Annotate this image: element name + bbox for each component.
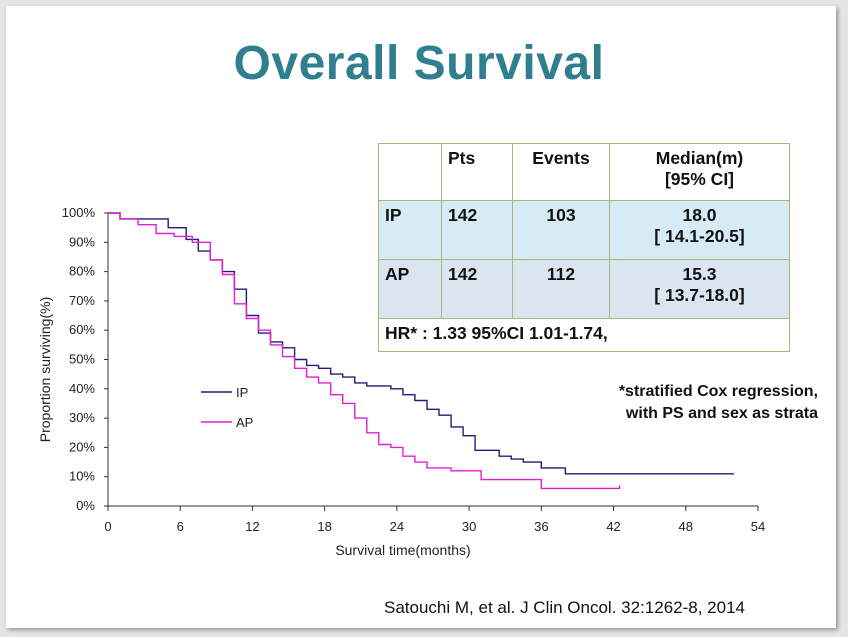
y-tick-label: 10% <box>69 469 95 484</box>
y-tick-label: 60% <box>69 322 95 337</box>
summary-table: Pts Events Median(m) [95% CI] IP 142 103… <box>378 143 790 352</box>
x-tick-label: 0 <box>104 519 111 534</box>
header-events: Events <box>512 143 610 201</box>
legend-label-ap: AP <box>236 415 253 430</box>
x-tick-label: 48 <box>679 519 693 534</box>
x-tick-label: 6 <box>177 519 184 534</box>
row-ip-pts: 142 <box>441 200 513 260</box>
y-tick-label: 20% <box>69 439 95 454</box>
x-tick-label: 42 <box>606 519 620 534</box>
x-axis-label: Survival time(months) <box>335 542 470 558</box>
y-tick-label: 50% <box>69 352 95 367</box>
chart-series <box>108 212 734 490</box>
y-tick-label: 0% <box>76 498 95 513</box>
citation: Satouchi M, et al. J Clin Oncol. 32:1262… <box>384 598 745 617</box>
row-ap-ci: [ 13.7-18.0] <box>654 285 745 305</box>
header-blank <box>378 143 442 201</box>
table-hr-row: HR* : 1.33 95%CI 1.01-1.74, <box>378 318 790 352</box>
series-line-ip <box>108 212 734 475</box>
note-line-1: *stratified Cox regression, <box>618 383 818 400</box>
row-ip-events: 103 <box>512 200 610 260</box>
y-tick-label: 80% <box>69 264 95 279</box>
table-row-ip: IP 142 103 18.0 [ 14.1-20.5] <box>378 200 790 260</box>
x-tick-label: 24 <box>390 519 404 534</box>
header-median: Median(m) [95% CI] <box>609 143 790 201</box>
chart-legend: IP AP <box>201 385 253 430</box>
hazard-ratio-text: HR* : 1.33 95%CI 1.01-1.74, <box>378 318 790 352</box>
table-header-row: Pts Events Median(m) [95% CI] <box>378 143 790 201</box>
x-tick-label: 36 <box>534 519 548 534</box>
row-ip-ci: [ 14.1-20.5] <box>654 226 745 246</box>
row-ap-median: 15.3 <box>682 264 717 284</box>
y-tick-label: 40% <box>69 381 95 396</box>
x-tick-label: 54 <box>751 519 765 534</box>
row-ap-pts: 142 <box>441 259 513 319</box>
table-row-ap: AP 142 112 15.3 [ 13.7-18.0] <box>378 259 790 319</box>
y-tick-label: 70% <box>69 293 95 308</box>
note-line-2: with PS and sex as strata <box>625 405 818 422</box>
chart-axes: 0% 10% 20% 30% 40% 50% 60% 70% 80% 90% 100% 0 6 12 18 2… <box>62 205 765 534</box>
header-pts: Pts <box>441 143 513 201</box>
slide-title: Overall Survival <box>233 37 605 90</box>
row-ip-median-cell: 18.0 [ 14.1-20.5] <box>609 200 790 260</box>
stratification-note: *stratified Cox regression, with PS and … <box>560 381 818 425</box>
header-median-label: Median(m) <box>655 148 744 168</box>
x-tick-label: 30 <box>462 519 476 534</box>
row-ip-arm: IP <box>378 200 442 260</box>
series-line-ap <box>108 212 621 490</box>
row-ap-median-cell: 15.3 [ 13.7-18.0] <box>609 259 790 319</box>
y-tick-label: 30% <box>69 410 95 425</box>
y-tick-label: 90% <box>69 234 95 249</box>
row-ip-median: 18.0 <box>682 205 717 225</box>
y-axis-label: Proportion surviving(%) <box>37 297 53 443</box>
row-ap-events: 112 <box>512 259 610 319</box>
y-tick-label: 100% <box>62 205 96 220</box>
x-tick-label: 12 <box>245 519 259 534</box>
legend-label-ip: IP <box>236 385 248 400</box>
header-ci-label: [95% CI] <box>664 169 735 189</box>
x-tick-label: 18 <box>317 519 331 534</box>
